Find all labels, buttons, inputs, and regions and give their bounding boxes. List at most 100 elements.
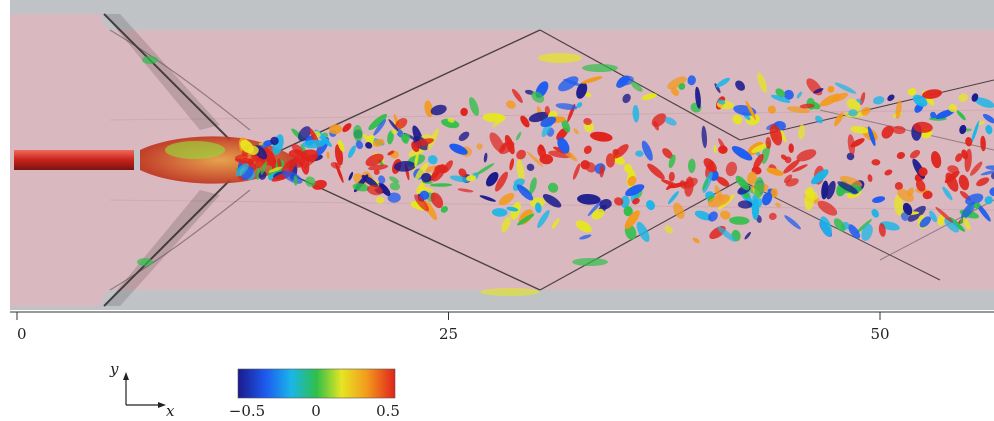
vortex-blob [788, 143, 794, 153]
vortex-blob [702, 177, 709, 191]
vortex-blob [922, 89, 943, 99]
vortex-blob [731, 146, 753, 161]
vortex-blob [447, 117, 455, 123]
vortex-blob [732, 114, 743, 125]
wall-blobs [137, 53, 618, 296]
vortex-blob [729, 216, 750, 225]
vortex-blob [365, 153, 384, 167]
vortex-blob [915, 179, 926, 192]
vortex-blob [605, 153, 616, 168]
vortex-blob [887, 94, 895, 102]
vortex-blob [557, 137, 570, 154]
vortex-blob [856, 98, 863, 104]
vortex-blob [668, 154, 676, 169]
vortex-blob [826, 180, 836, 200]
vortex-blob [894, 182, 903, 191]
vortex-blob [342, 123, 352, 133]
vortex-blob [513, 178, 525, 187]
vortex-blob [625, 184, 645, 197]
vortex-blob [393, 160, 416, 172]
vortex-blob [547, 182, 559, 193]
jet-core-highlight [165, 141, 225, 159]
vortex-blob [754, 177, 764, 198]
vortex-blob [962, 217, 971, 231]
vortex-blob [667, 76, 687, 90]
vortex-blob [837, 181, 858, 194]
vortex-blob [537, 209, 550, 229]
vortex-blob [378, 175, 386, 184]
vortex-blob [268, 166, 283, 173]
vortex-blob [834, 82, 857, 94]
vortex-blob [614, 197, 624, 206]
vortex-blob [871, 209, 879, 218]
vortex-blob [747, 171, 757, 185]
vortex-blob [561, 119, 571, 133]
vortex-blob [373, 119, 387, 136]
vortex-blob [980, 135, 986, 152]
vortex-blob [897, 189, 914, 202]
vortex-blob [661, 179, 679, 188]
vortex-blob [623, 206, 633, 217]
vortex-blob [581, 76, 603, 84]
vortex-blob [591, 208, 605, 220]
vortex-blob [300, 149, 318, 161]
vortex-blob [572, 163, 581, 180]
vortex-blob [373, 169, 380, 175]
vortex-blob [692, 237, 700, 244]
vortex-blob [506, 100, 516, 109]
vortex-blob [799, 103, 815, 109]
vortex-blob [902, 202, 913, 216]
x-tick-label: 50 [870, 325, 889, 343]
vortex-blob [765, 136, 772, 149]
vortex-blob [716, 176, 730, 187]
vortex-blob [867, 126, 876, 147]
vortex-blob [431, 164, 446, 182]
vortex-blob [460, 107, 468, 116]
vortex-blob [584, 92, 592, 98]
vortex-blob [815, 115, 824, 124]
vortex-blob [576, 82, 588, 99]
vortex-blob [717, 99, 726, 105]
vortex-blob [630, 81, 643, 92]
vortex-blob [535, 202, 542, 214]
vortex-blob [509, 158, 515, 171]
vortex-blob [831, 92, 849, 103]
vortex-blob [352, 183, 370, 192]
vortex-blob [679, 180, 687, 189]
vortex-blob [989, 187, 994, 197]
vortex-blob [965, 193, 984, 206]
vortex-blob [770, 188, 778, 198]
vortex-blob [796, 91, 803, 99]
vortex-blob [861, 223, 873, 241]
vortex-blob [379, 183, 391, 197]
vortex-blob [449, 175, 470, 183]
vortex-blob [976, 203, 991, 222]
vortex-blob [929, 210, 938, 223]
vortex-blob [991, 172, 994, 180]
vortex-blob [757, 72, 767, 93]
vortex-blob [878, 223, 886, 237]
vortex-blob [412, 138, 434, 148]
vortex-blob [909, 149, 921, 159]
vortex-blob [971, 93, 979, 102]
vortex-blob [537, 145, 547, 159]
vortex-blob [678, 83, 686, 90]
vortex-blob [424, 165, 437, 173]
vortex-blob [792, 164, 808, 173]
vortex-blob [871, 159, 881, 166]
vortex-blob [526, 163, 535, 171]
vortex-blob [583, 118, 592, 125]
vortex-blob [961, 201, 976, 219]
x-axis-ticks: 0255075100 [16, 312, 890, 343]
vortex-blob [489, 132, 505, 153]
vortex-blob [583, 145, 592, 154]
vortex-blob [725, 161, 738, 177]
vortex-blob [516, 184, 534, 201]
vortex-blob [624, 163, 633, 173]
x-tick-label: 0 [17, 325, 27, 343]
vortex-blob [495, 171, 508, 192]
vortex-blob [735, 80, 746, 91]
vortex-blob [833, 218, 846, 232]
vortex-blob [694, 210, 712, 221]
vortex-blob [458, 131, 470, 142]
